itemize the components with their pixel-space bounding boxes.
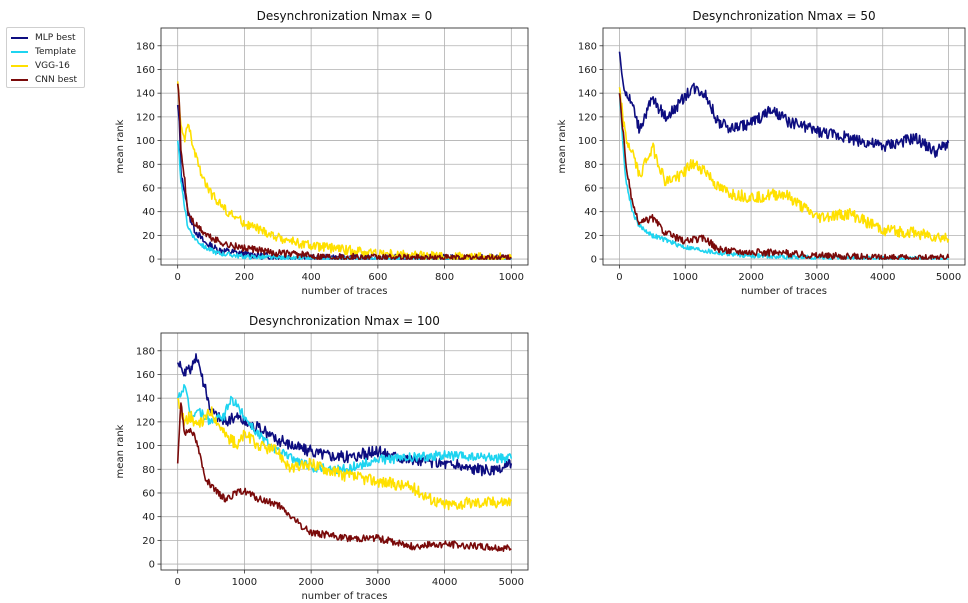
x-tick-label: 5000 bbox=[936, 272, 961, 283]
y-tick-label: 0 bbox=[149, 560, 155, 571]
legend-label: VGG-16 bbox=[35, 61, 70, 71]
y-tick-label: 100 bbox=[136, 136, 155, 147]
y-tick-label: 20 bbox=[142, 231, 155, 242]
chart-title: Desynchronization Nmax = 100 bbox=[249, 314, 440, 328]
y-tick-label: 120 bbox=[136, 112, 155, 123]
x-tick-label: 1000 bbox=[232, 577, 257, 588]
legend-swatch-template bbox=[11, 51, 28, 53]
series-line-mlp-best bbox=[176, 104, 512, 260]
axes-frame bbox=[602, 27, 966, 266]
series-line-vgg-16 bbox=[176, 397, 513, 511]
y-tick-label: 60 bbox=[142, 488, 155, 499]
x-tick-label: 800 bbox=[435, 272, 454, 283]
legend-item-cnn-best: CNN best bbox=[7, 73, 84, 87]
y-tick-label: 100 bbox=[136, 441, 155, 452]
chart-title: Desynchronization Nmax = 50 bbox=[692, 9, 875, 23]
x-axis-label: number of traces bbox=[301, 286, 387, 297]
x-tick-label: 2000 bbox=[298, 577, 323, 588]
legend-item-template: Template bbox=[7, 45, 84, 59]
legend-label: Template bbox=[35, 47, 77, 57]
y-tick-label: 160 bbox=[136, 370, 155, 381]
legend-swatch-mlp-best bbox=[11, 37, 28, 39]
y-tick-label: 140 bbox=[136, 394, 155, 405]
x-axis-label: number of traces bbox=[301, 591, 387, 602]
y-tick-label: 180 bbox=[136, 41, 155, 52]
y-tick-label: 40 bbox=[142, 512, 155, 523]
series-line-vgg-16 bbox=[618, 87, 950, 243]
x-tick-label: 1000 bbox=[673, 272, 698, 283]
x-tick-label: 3000 bbox=[804, 272, 829, 283]
y-tick-label: 80 bbox=[142, 160, 155, 171]
y-tick-label: 20 bbox=[142, 536, 155, 547]
x-tick-label: 0 bbox=[174, 272, 180, 283]
y-axis-label: mean rank bbox=[115, 424, 126, 478]
legend-swatch-cnn-best bbox=[11, 79, 28, 81]
x-tick-label: 1000 bbox=[499, 272, 524, 283]
legend-label: CNN best bbox=[35, 75, 78, 85]
y-tick-label: 80 bbox=[142, 465, 155, 476]
x-tick-label: 2000 bbox=[738, 272, 763, 283]
y-tick-label: 0 bbox=[591, 255, 597, 266]
x-tick-label: 0 bbox=[616, 272, 622, 283]
x-axis-label: number of traces bbox=[741, 286, 827, 297]
chart-1: 0 1000 2000 3000 4000 5000 0 20 40 60 80 100 120 140 1… bbox=[557, 9, 966, 297]
y-tick-label: 140 bbox=[578, 89, 597, 100]
y-tick-label: 160 bbox=[136, 65, 155, 76]
x-tick-label: 5000 bbox=[499, 577, 524, 588]
y-axis-label: mean rank bbox=[115, 119, 126, 173]
x-tick-label: 4000 bbox=[432, 577, 457, 588]
series-line-mlp-best bbox=[176, 353, 513, 477]
axes-frame bbox=[160, 332, 529, 571]
series-line-cnn-best bbox=[176, 83, 512, 260]
y-tick-label: 100 bbox=[578, 136, 597, 147]
series-line-cnn-best bbox=[176, 402, 512, 552]
y-tick-label: 120 bbox=[578, 112, 597, 123]
y-tick-label: 20 bbox=[584, 231, 597, 242]
series-line-mlp-best bbox=[618, 51, 950, 158]
legend: MLP best Template VGG-16 CNN best bbox=[6, 27, 85, 88]
y-axis-label: mean rank bbox=[557, 119, 568, 173]
chart-2: 0 1000 2000 3000 4000 5000 0 20 40 60 80 100 120 140 1… bbox=[115, 314, 529, 602]
x-tick-label: 0 bbox=[174, 577, 180, 588]
chart-0: 0 200 400 600 800 1000 0 20 40 60 80 100 120 140 160 18… bbox=[115, 9, 529, 297]
x-tick-label: 400 bbox=[302, 272, 321, 283]
y-tick-label: 80 bbox=[584, 160, 597, 171]
y-tick-label: 120 bbox=[136, 417, 155, 428]
x-tick-label: 600 bbox=[368, 272, 387, 283]
series-line-template bbox=[176, 140, 512, 260]
chart-title: Desynchronization Nmax = 0 bbox=[257, 9, 433, 23]
y-tick-label: 160 bbox=[578, 65, 597, 76]
y-tick-label: 180 bbox=[136, 346, 155, 357]
y-tick-label: 60 bbox=[142, 183, 155, 194]
legend-item-mlp-best: MLP best bbox=[7, 31, 84, 45]
series-line-vgg-16 bbox=[176, 81, 513, 260]
axes-frame bbox=[160, 27, 529, 266]
legend-item-vgg-16: VGG-16 bbox=[7, 59, 84, 73]
x-tick-label: 4000 bbox=[870, 272, 895, 283]
legend-label: MLP best bbox=[35, 33, 76, 43]
y-tick-label: 40 bbox=[584, 207, 597, 218]
x-tick-label: 3000 bbox=[365, 577, 390, 588]
y-tick-label: 60 bbox=[584, 183, 597, 194]
legend-swatch-vgg-16 bbox=[11, 65, 28, 67]
y-tick-label: 0 bbox=[149, 255, 155, 266]
series-line-cnn-best bbox=[618, 93, 950, 260]
y-tick-label: 140 bbox=[136, 89, 155, 100]
y-tick-label: 40 bbox=[142, 207, 155, 218]
x-tick-label: 200 bbox=[235, 272, 254, 283]
y-tick-label: 180 bbox=[578, 41, 597, 52]
